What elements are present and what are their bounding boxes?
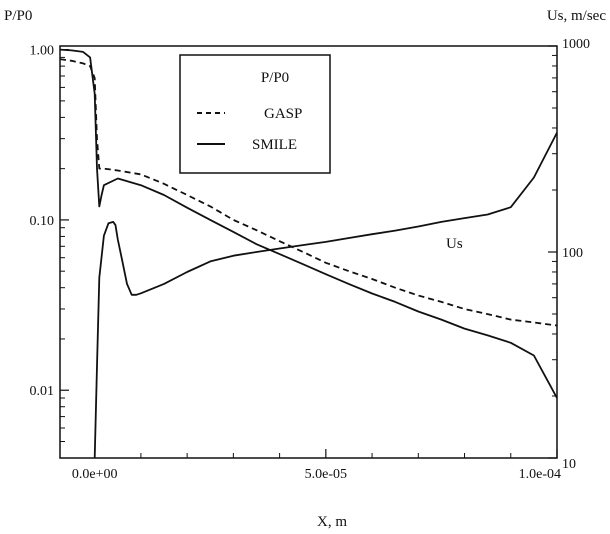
legend-entry-gasp: GASP: [264, 106, 302, 122]
x-tick-label: 1.0e-04: [519, 467, 561, 482]
right-tick-label: 10: [562, 457, 576, 472]
x-axis-ticks: 0.0e+00 5.0e-05 1.0e-04: [72, 449, 561, 482]
x-tick-label: 0.0e+00: [72, 467, 118, 482]
left-axis-ticks: 1.00 0.10 0.01: [30, 44, 69, 442]
x-tick-label: 5.0e-05: [305, 467, 347, 482]
legend-entry-smile: SMILE: [252, 137, 297, 153]
annotation-us: Us: [446, 236, 463, 252]
left-tick-label: 1.00: [30, 44, 55, 59]
left-tick-label: 0.01: [30, 384, 55, 399]
series-line-us: [93, 132, 558, 459]
x-axis-label: X, m: [317, 514, 347, 530]
series-line-smile: [59, 48, 558, 399]
legend: P/P0 GASP SMILE: [179, 54, 331, 174]
right-tick-label: 100: [562, 246, 583, 261]
left-axis-label: P/P0: [4, 8, 32, 24]
right-tick-label: 1000: [562, 37, 590, 52]
series-layer: [59, 48, 558, 459]
right-axis-label: Us, m/sec: [547, 8, 607, 24]
left-tick-label: 0.10: [30, 214, 55, 229]
legend-box: [179, 54, 331, 174]
right-axis-ticks: 1000 100 10: [548, 37, 590, 472]
legend-title: P/P0: [261, 70, 289, 86]
